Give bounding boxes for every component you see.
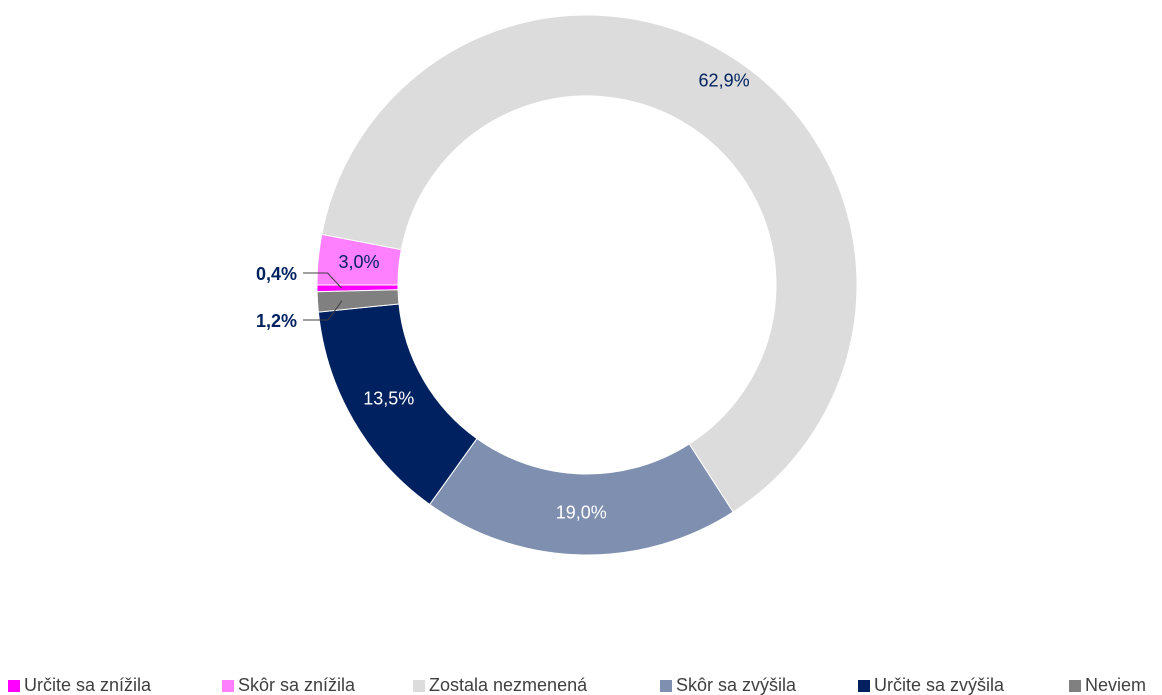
data-label: 13,5% (363, 388, 414, 408)
data-label: 1,2% (256, 311, 297, 331)
legend-swatch (8, 680, 20, 692)
legend-swatch (1069, 680, 1081, 692)
legend-label: Zostala nezmenená (429, 675, 588, 695)
legend-swatch (222, 680, 234, 692)
leader-line (303, 300, 343, 321)
legend-swatch (858, 680, 870, 692)
data-label: 3,0% (339, 252, 380, 272)
legend-label: Neviem (1085, 675, 1146, 695)
donut-segment (428, 437, 734, 556)
legend-swatch (413, 680, 425, 692)
leader-line (303, 272, 342, 289)
legend-label: Určite sa zvýšila (874, 675, 1005, 695)
legend-label: Určite sa znížila (24, 675, 152, 695)
data-label: 19,0% (556, 503, 607, 523)
donut-segment (321, 14, 858, 513)
legend-label: Skôr sa zvýšila (676, 675, 797, 695)
legend-swatch (660, 680, 672, 692)
data-label: 62,9% (699, 71, 750, 91)
legend-label: Skôr sa znížila (238, 675, 356, 695)
data-label: 0,4% (256, 264, 297, 284)
